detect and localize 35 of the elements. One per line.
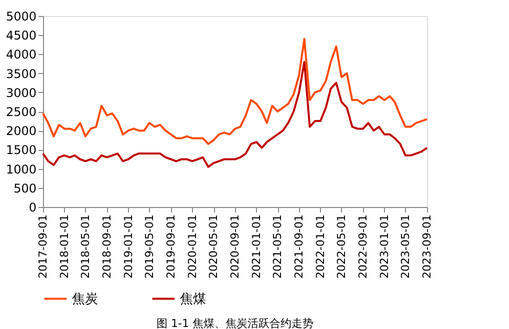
y-tick-label: 3000 bbox=[6, 86, 36, 100]
x-tick-label: 2018-09-01 bbox=[100, 214, 114, 278]
x-tick-label: 2018-01-01 bbox=[58, 214, 71, 278]
y-tick-label: 4000 bbox=[6, 48, 36, 62]
y-tick-label: 0 bbox=[28, 200, 36, 214]
legend-label: 焦煤 bbox=[180, 292, 206, 307]
y-tick-label: 4500 bbox=[6, 28, 36, 43]
y-tick-label: 3500 bbox=[6, 66, 36, 81]
y-tick-label: 500 bbox=[14, 181, 36, 196]
x-tick-label: 2018-05-01 bbox=[78, 214, 92, 278]
y-tick-label: 1000 bbox=[6, 162, 36, 176]
x-tick-label: 2021-05-01 bbox=[271, 214, 284, 278]
line-series bbox=[42, 38, 428, 145]
x-tick-label: 2020-01-01 bbox=[186, 214, 199, 278]
x-tick-label: 2020-09-01 bbox=[228, 214, 242, 278]
y-tick-label: 2000 bbox=[6, 124, 36, 138]
y-tick-label: 5000 bbox=[6, 10, 36, 24]
x-tick-label: 2019-09-01 bbox=[164, 214, 178, 278]
line-series bbox=[42, 60, 428, 168]
legend-label: 焦炭 bbox=[72, 292, 98, 307]
y-tick-label: 2500 bbox=[6, 105, 36, 119]
x-tick-label: 2022-09-01 bbox=[356, 214, 370, 278]
x-tick-label: 2023-09-01 bbox=[420, 214, 434, 278]
x-tick-label: 2019-01-01 bbox=[122, 214, 135, 278]
x-tick-label: 2023-05-01 bbox=[398, 214, 412, 278]
x-tick-label: 2019-05-01 bbox=[142, 214, 156, 278]
x-tick-label: 2021-09-01 bbox=[292, 214, 306, 278]
caption: 图 1-1 焦煤、焦炭活跃合约走势 bbox=[156, 317, 314, 329]
x-tick-label: 2022-01-01 bbox=[314, 214, 327, 278]
y-tick-label: 1500 bbox=[6, 143, 36, 158]
x-tick-label: 2022-05-01 bbox=[334, 214, 348, 278]
x-tick-label: 2021-01-01 bbox=[250, 214, 263, 278]
x-tick-label: 2020-05-01 bbox=[207, 214, 220, 278]
x-tick-label: 2017-09-01 bbox=[36, 214, 50, 278]
x-tick-label: 2023-01-01 bbox=[378, 214, 391, 278]
